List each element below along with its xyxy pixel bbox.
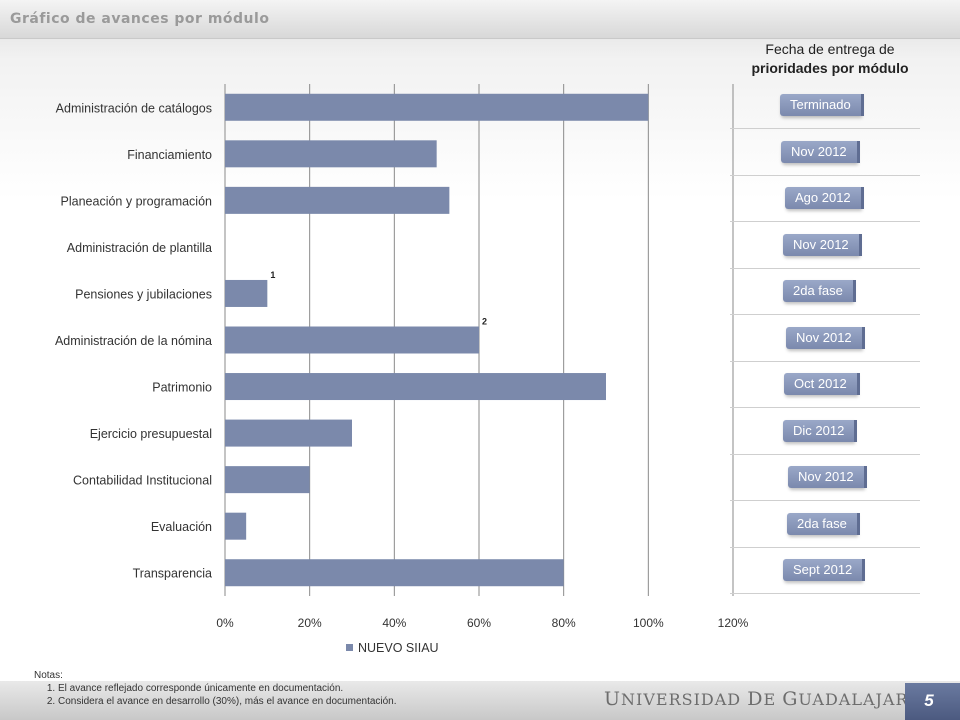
status-row: Nov 2012: [730, 454, 920, 501]
category-label: Administración de plantilla: [67, 241, 212, 255]
status-row: 2da fase: [730, 268, 920, 315]
status-tab: Terminado: [780, 94, 861, 116]
legend-label: NUEVO SIIAU: [358, 641, 439, 655]
status-tab: Nov 2012: [781, 140, 857, 163]
bar: [225, 419, 352, 447]
status-tab: Sept 2012: [783, 559, 863, 581]
note-item: El avance reflejado corresponde únicamen…: [58, 682, 397, 695]
category-label: Patrimonio: [152, 381, 212, 395]
x-tick-label: 60%: [467, 616, 491, 630]
status-row: 2da fase: [730, 501, 920, 548]
x-tick-label: 120%: [718, 616, 749, 630]
status-heading-line1: Fecha de entrega de: [765, 41, 895, 57]
category-label: Ejercicio presupuestal: [90, 427, 212, 441]
status-row: Ago 2012: [730, 175, 920, 222]
x-tick-label: 40%: [382, 616, 406, 630]
notes: Notas: El avance reflejado corresponde ú…: [34, 669, 397, 708]
annotation-label: 1: [270, 270, 275, 280]
category-label: Administración de catálogos: [56, 101, 212, 115]
status-tab: 2da fase: [787, 512, 857, 535]
bar: [225, 326, 479, 354]
status-row: Nov 2012: [730, 222, 920, 269]
status-tab: Dic 2012: [783, 419, 855, 442]
category-label: Transparencia: [133, 567, 212, 581]
notes-heading: Notas:: [34, 670, 63, 681]
category-label: Contabilidad Institucional: [73, 474, 212, 488]
x-tick-label: 100%: [633, 616, 664, 630]
x-tick-label: 0%: [216, 616, 234, 630]
legend-swatch: [346, 644, 353, 651]
x-tick-label: 80%: [552, 616, 576, 630]
slide-title: Gráfico de avances por módulo: [10, 11, 270, 27]
page-number-box: 5: [905, 683, 960, 720]
bar: [225, 512, 247, 540]
status-row: Sept 2012: [730, 547, 920, 594]
note-item: Considera el avance en desarrollo (30%),…: [58, 695, 397, 708]
status-row: Terminado: [730, 82, 920, 129]
status-row: Nov 2012: [730, 129, 920, 176]
bar: [225, 279, 268, 307]
status-tab: Ago 2012: [785, 187, 861, 209]
x-tick-label: 20%: [298, 616, 322, 630]
bar: [225, 559, 564, 587]
category-label: Planeación y programación: [61, 194, 213, 208]
footer-bar: [0, 681, 960, 720]
university-logo: UNIVERSIDAD DE GUADALAJARA: [604, 688, 922, 710]
status-row: Nov 2012: [730, 315, 920, 362]
status-row: Dic 2012: [730, 408, 920, 455]
status-heading-line2: prioridades por módulo: [751, 60, 909, 76]
status-panel-heading: Fecha de entrega de prioridades por módu…: [730, 40, 930, 78]
status-tab: Nov 2012: [786, 326, 862, 349]
status-tab: 2da fase: [783, 280, 853, 302]
category-label: Pensiones y jubilaciones: [75, 287, 212, 301]
status-tab: Oct 2012: [784, 373, 857, 395]
bar: [225, 373, 606, 401]
bar: [225, 93, 649, 121]
status-tab: Nov 2012: [783, 233, 859, 256]
category-label: Financiamiento: [127, 148, 212, 162]
annotation-label: 2: [482, 317, 487, 327]
category-label: Administración de la nómina: [55, 334, 212, 348]
bar: [225, 140, 437, 168]
page-number: 5: [924, 691, 934, 710]
status-row: Oct 2012: [730, 361, 920, 408]
category-label: Evaluación: [151, 520, 212, 534]
bar: [225, 186, 450, 214]
status-tab: Nov 2012: [788, 466, 864, 488]
bar: [225, 466, 310, 494]
title-bar: Gráfico de avances por módulo: [0, 0, 960, 39]
